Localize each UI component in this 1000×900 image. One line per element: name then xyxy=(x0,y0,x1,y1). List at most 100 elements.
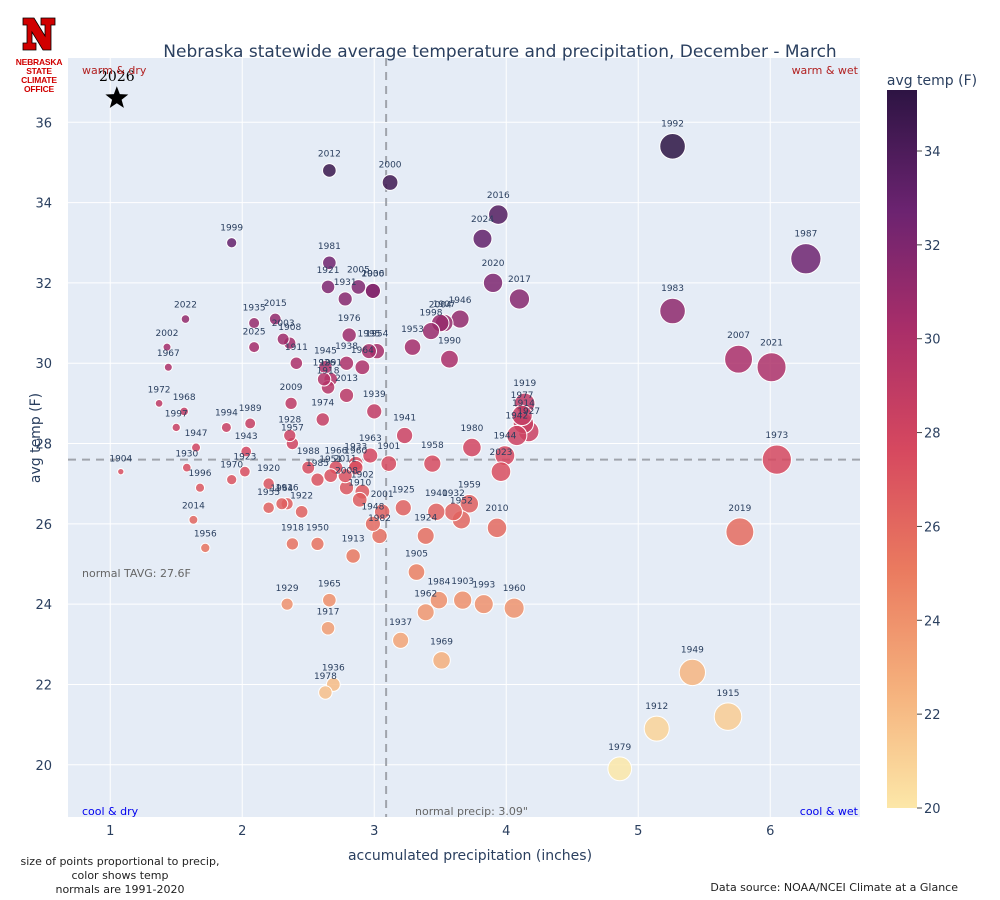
x-tick-label: 3 xyxy=(370,824,378,839)
logo: NEBRASKA STATE CLIMATE OFFICE xyxy=(8,14,70,94)
point-label: 1912 xyxy=(645,702,668,712)
point-label: 1964 xyxy=(270,484,293,494)
point-label: 1940 xyxy=(425,489,448,499)
data-point xyxy=(364,282,382,300)
point-label: 2010 xyxy=(486,504,509,514)
data-point xyxy=(117,467,125,476)
point-label: 1976 xyxy=(338,314,361,324)
point-label: 1916 xyxy=(276,484,299,494)
point-label: 1933 xyxy=(344,442,367,452)
data-point xyxy=(268,312,282,326)
data-point xyxy=(350,279,367,295)
point-label: 1942 xyxy=(505,411,528,421)
point-label: 1929 xyxy=(276,584,299,594)
point-label: 1967 xyxy=(157,349,180,359)
method-note-line-3: normals are 1991-2020 xyxy=(55,883,185,896)
data-point xyxy=(725,517,755,547)
point-label: 2006 xyxy=(361,269,384,279)
data-point xyxy=(320,279,336,295)
data-point xyxy=(508,288,531,310)
point-label: 1983 xyxy=(661,284,684,294)
data-point xyxy=(373,503,391,521)
data-points xyxy=(117,133,822,782)
point-label: 1904 xyxy=(109,454,132,464)
data-point xyxy=(188,514,199,525)
point-label: 2023 xyxy=(490,448,513,458)
point-label: 1988 xyxy=(297,447,320,457)
data-point xyxy=(462,437,482,458)
data-point xyxy=(450,309,470,329)
method-note-line-1: size of points proportional to precip, xyxy=(20,855,220,868)
point-label: 1957 xyxy=(281,423,304,433)
point-label: 1978 xyxy=(314,672,337,682)
colorbar-tick-label: 34 xyxy=(924,145,941,160)
point-label: 1970 xyxy=(220,461,243,471)
point-label: 1911 xyxy=(285,343,308,353)
data-point xyxy=(191,442,202,453)
data-point xyxy=(416,603,435,622)
point-label: 1974 xyxy=(311,399,334,409)
data-point xyxy=(248,341,261,354)
point-label: 1990 xyxy=(438,336,461,346)
x-tick-label: 6 xyxy=(766,824,774,839)
current-year-marker: 2026 xyxy=(99,69,135,108)
data-point xyxy=(194,482,206,493)
data-point xyxy=(394,499,412,517)
y-tick-label: 34 xyxy=(35,197,52,212)
data-point xyxy=(322,255,337,271)
data-point xyxy=(423,454,442,473)
method-note-line-2: color shows temp xyxy=(71,869,169,882)
point-label: 1954 xyxy=(365,330,388,340)
point-label: 2012 xyxy=(318,150,341,160)
colorbar-tick-label: 32 xyxy=(924,239,941,254)
point-label: 1920 xyxy=(257,464,280,474)
x-tick-label: 2 xyxy=(238,824,246,839)
point-label: 1999 xyxy=(220,224,243,234)
point-label: 1922 xyxy=(290,491,313,501)
point-label: 1927 xyxy=(517,407,540,417)
point-label: 1996 xyxy=(189,469,212,479)
point-label: 2014 xyxy=(182,501,205,511)
point-label: 1946 xyxy=(449,296,472,306)
data-point xyxy=(416,526,435,545)
point-label: 2016 xyxy=(487,191,510,201)
data-point xyxy=(181,462,192,473)
point-label: 1938 xyxy=(335,342,358,352)
data-point xyxy=(503,597,525,619)
point-labels: 1992 2012 2000 2016 2024 1999 1987 1981 2020 1921… xyxy=(109,120,817,753)
point-label: 1926 xyxy=(313,359,336,369)
data-point xyxy=(220,421,232,433)
data-point xyxy=(294,504,309,519)
point-label: 1994 xyxy=(215,408,238,418)
data-point xyxy=(381,174,399,191)
point-label: 1930 xyxy=(361,269,384,279)
point-label: 2009 xyxy=(280,383,303,393)
point-label: 1949 xyxy=(681,645,704,655)
data-point xyxy=(506,424,528,447)
point-label: 1969 xyxy=(430,638,453,648)
data-point xyxy=(262,501,275,515)
point-label: 1959 xyxy=(458,481,481,491)
point-label: 2002 xyxy=(156,329,179,339)
point-label: 2019 xyxy=(728,504,751,514)
data-point xyxy=(337,291,353,307)
method-note: size of points proportional to precip, c… xyxy=(10,855,230,897)
point-label: 1966 xyxy=(325,447,348,457)
chart-title: Nebraska statewide average temperature a… xyxy=(163,42,836,62)
point-label: 2024 xyxy=(471,215,494,225)
colorbar xyxy=(887,90,917,808)
point-label: 1910 xyxy=(348,478,371,488)
data-point xyxy=(289,356,304,370)
data-point xyxy=(315,412,330,427)
point-label: 1923 xyxy=(233,452,256,462)
nebraska-n-logo-icon xyxy=(22,17,56,51)
data-point xyxy=(338,355,355,371)
point-label: 2008 xyxy=(335,467,358,477)
x-tick-label: 1 xyxy=(106,824,114,839)
point-label: 1914 xyxy=(512,399,535,409)
point-label: 2001 xyxy=(371,490,394,500)
data-point xyxy=(316,372,332,387)
point-label: 2017 xyxy=(508,275,531,285)
data-point xyxy=(322,163,337,178)
point-label: 1943 xyxy=(235,432,258,442)
